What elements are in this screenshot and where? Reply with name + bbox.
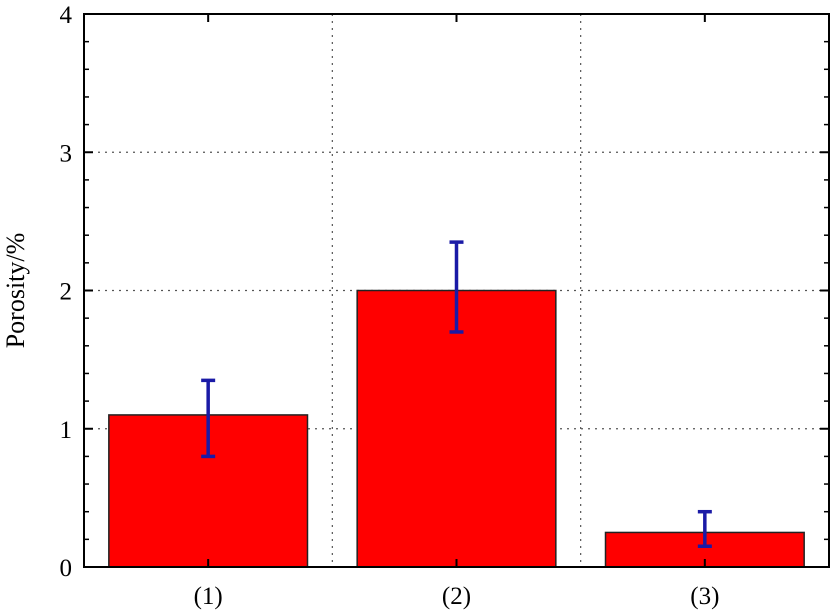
x-ticks: (1) (2) (3)	[194, 14, 719, 610]
y-tick-label: 2	[60, 279, 73, 306]
y-axis-label: Porosity/%	[1, 233, 30, 349]
x-tick-label: (1)	[194, 583, 223, 610]
y-tick-label: 1	[60, 417, 73, 444]
y-ticks: 0 1 2 3 4	[60, 2, 829, 582]
y-tick-label: 0	[60, 555, 73, 582]
bars-layer	[108, 289, 805, 568]
bar	[108, 414, 309, 568]
y-tick-label: 3	[60, 140, 73, 167]
error-bars-layer	[201, 240, 712, 549]
x-tick-label: (3)	[690, 583, 719, 610]
x-tick-label: (2)	[442, 583, 471, 610]
y-tick-label: 4	[60, 2, 73, 29]
